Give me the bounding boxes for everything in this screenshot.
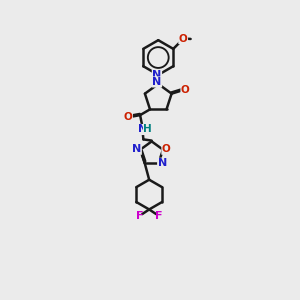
Text: N: N — [132, 144, 141, 154]
Text: H: H — [143, 124, 152, 134]
Text: N: N — [152, 77, 162, 87]
Text: N: N — [138, 124, 148, 134]
Text: O: O — [162, 144, 171, 154]
Text: N: N — [158, 158, 167, 168]
Text: O: O — [181, 85, 190, 95]
Text: F: F — [136, 211, 143, 221]
Text: N: N — [152, 70, 162, 80]
Text: O: O — [124, 112, 132, 122]
Text: O: O — [179, 34, 188, 44]
Text: F: F — [155, 211, 163, 221]
